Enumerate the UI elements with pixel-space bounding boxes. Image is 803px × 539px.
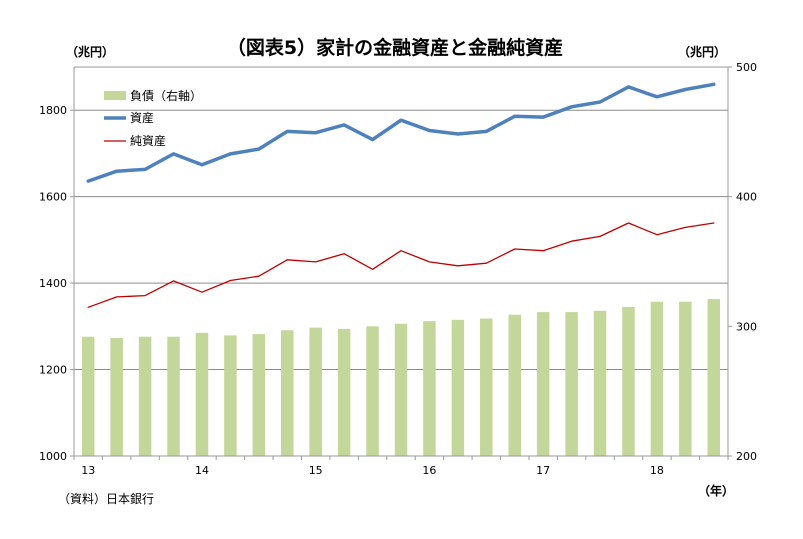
left-tick-label: 1200 <box>39 364 67 377</box>
liabilities-bar <box>110 338 123 456</box>
x-tick-label: 15 <box>309 464 323 477</box>
legend-label-liabilities: 負債（右軸） <box>130 88 202 103</box>
left-axis-ticks: 1000 1200 1400 1600 1800 <box>39 104 74 463</box>
right-tick-label: 400 <box>736 191 757 204</box>
right-axis-ticks: 200 300 400 500 <box>728 61 757 463</box>
liabilities-bar <box>451 319 465 456</box>
x-tick-label: 16 <box>422 464 436 477</box>
legend-label-assets: 資産 <box>130 110 154 125</box>
assets-line <box>86 82 716 183</box>
liabilities-bar <box>679 301 692 456</box>
right-tick-label: 300 <box>736 320 757 333</box>
chart-title: （図表5）家計の金融資産と金融純資産 <box>227 36 563 59</box>
liabilities-bar <box>536 312 550 456</box>
liabilities-bar <box>337 328 351 456</box>
x-axis-unit: （年） <box>698 483 734 498</box>
x-tick-label: 17 <box>536 464 550 477</box>
liabilities-bar <box>650 301 664 456</box>
left-tick-label: 1600 <box>39 191 67 204</box>
right-tick-label: 500 <box>736 61 757 74</box>
liabilities-bar <box>480 318 493 456</box>
liabilities-bar <box>81 336 95 456</box>
liabilities-bar <box>138 336 152 456</box>
liabilities-bar <box>281 330 294 456</box>
legend-label-net-assets: 純資産 <box>130 133 166 148</box>
liabilities-bar <box>252 334 266 456</box>
liabilities-bar <box>565 312 578 456</box>
x-tick-label: 13 <box>81 464 95 477</box>
liabilities-bar <box>593 310 607 456</box>
source-note: （資料）日本銀行 <box>58 492 154 506</box>
legend: 負債（右軸） 資産 純資産 <box>104 88 202 148</box>
liabilities-bar <box>622 306 635 456</box>
right-tick-label: 200 <box>736 450 757 463</box>
liabilities-bars <box>81 299 721 456</box>
right-axis-unit: （兆円） <box>678 44 726 59</box>
x-tick-label: 14 <box>195 464 209 477</box>
left-axis-unit: （兆円） <box>66 44 114 59</box>
series-lines <box>86 82 716 308</box>
liabilities-bar <box>224 335 237 456</box>
x-tick-label: 18 <box>650 464 664 477</box>
liabilities-bar <box>366 326 379 456</box>
liabilities-bar <box>309 327 322 456</box>
liabilities-bar <box>508 314 521 456</box>
liabilities-bar <box>167 336 180 456</box>
legend-swatch-liabilities <box>104 91 126 100</box>
liabilities-bar <box>394 323 408 456</box>
liabilities-bar <box>707 299 721 456</box>
liabilities-bar <box>195 332 209 456</box>
left-tick-label: 1000 <box>39 450 67 463</box>
x-axis-ticks: 13 14 15 16 17 18 <box>73 456 729 477</box>
left-tick-label: 1400 <box>39 277 67 290</box>
left-tick-label: 1800 <box>39 104 67 117</box>
liabilities-bar <box>423 321 436 456</box>
net-assets-line <box>87 222 715 308</box>
